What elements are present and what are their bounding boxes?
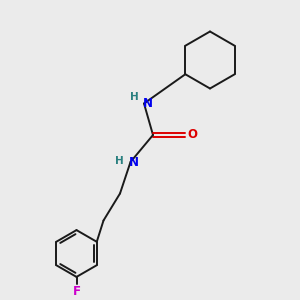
Text: H: H xyxy=(115,155,124,166)
Text: N: N xyxy=(129,155,139,169)
Text: O: O xyxy=(187,128,197,142)
Text: F: F xyxy=(73,285,80,298)
Text: H: H xyxy=(130,92,139,102)
Text: N: N xyxy=(142,97,153,110)
